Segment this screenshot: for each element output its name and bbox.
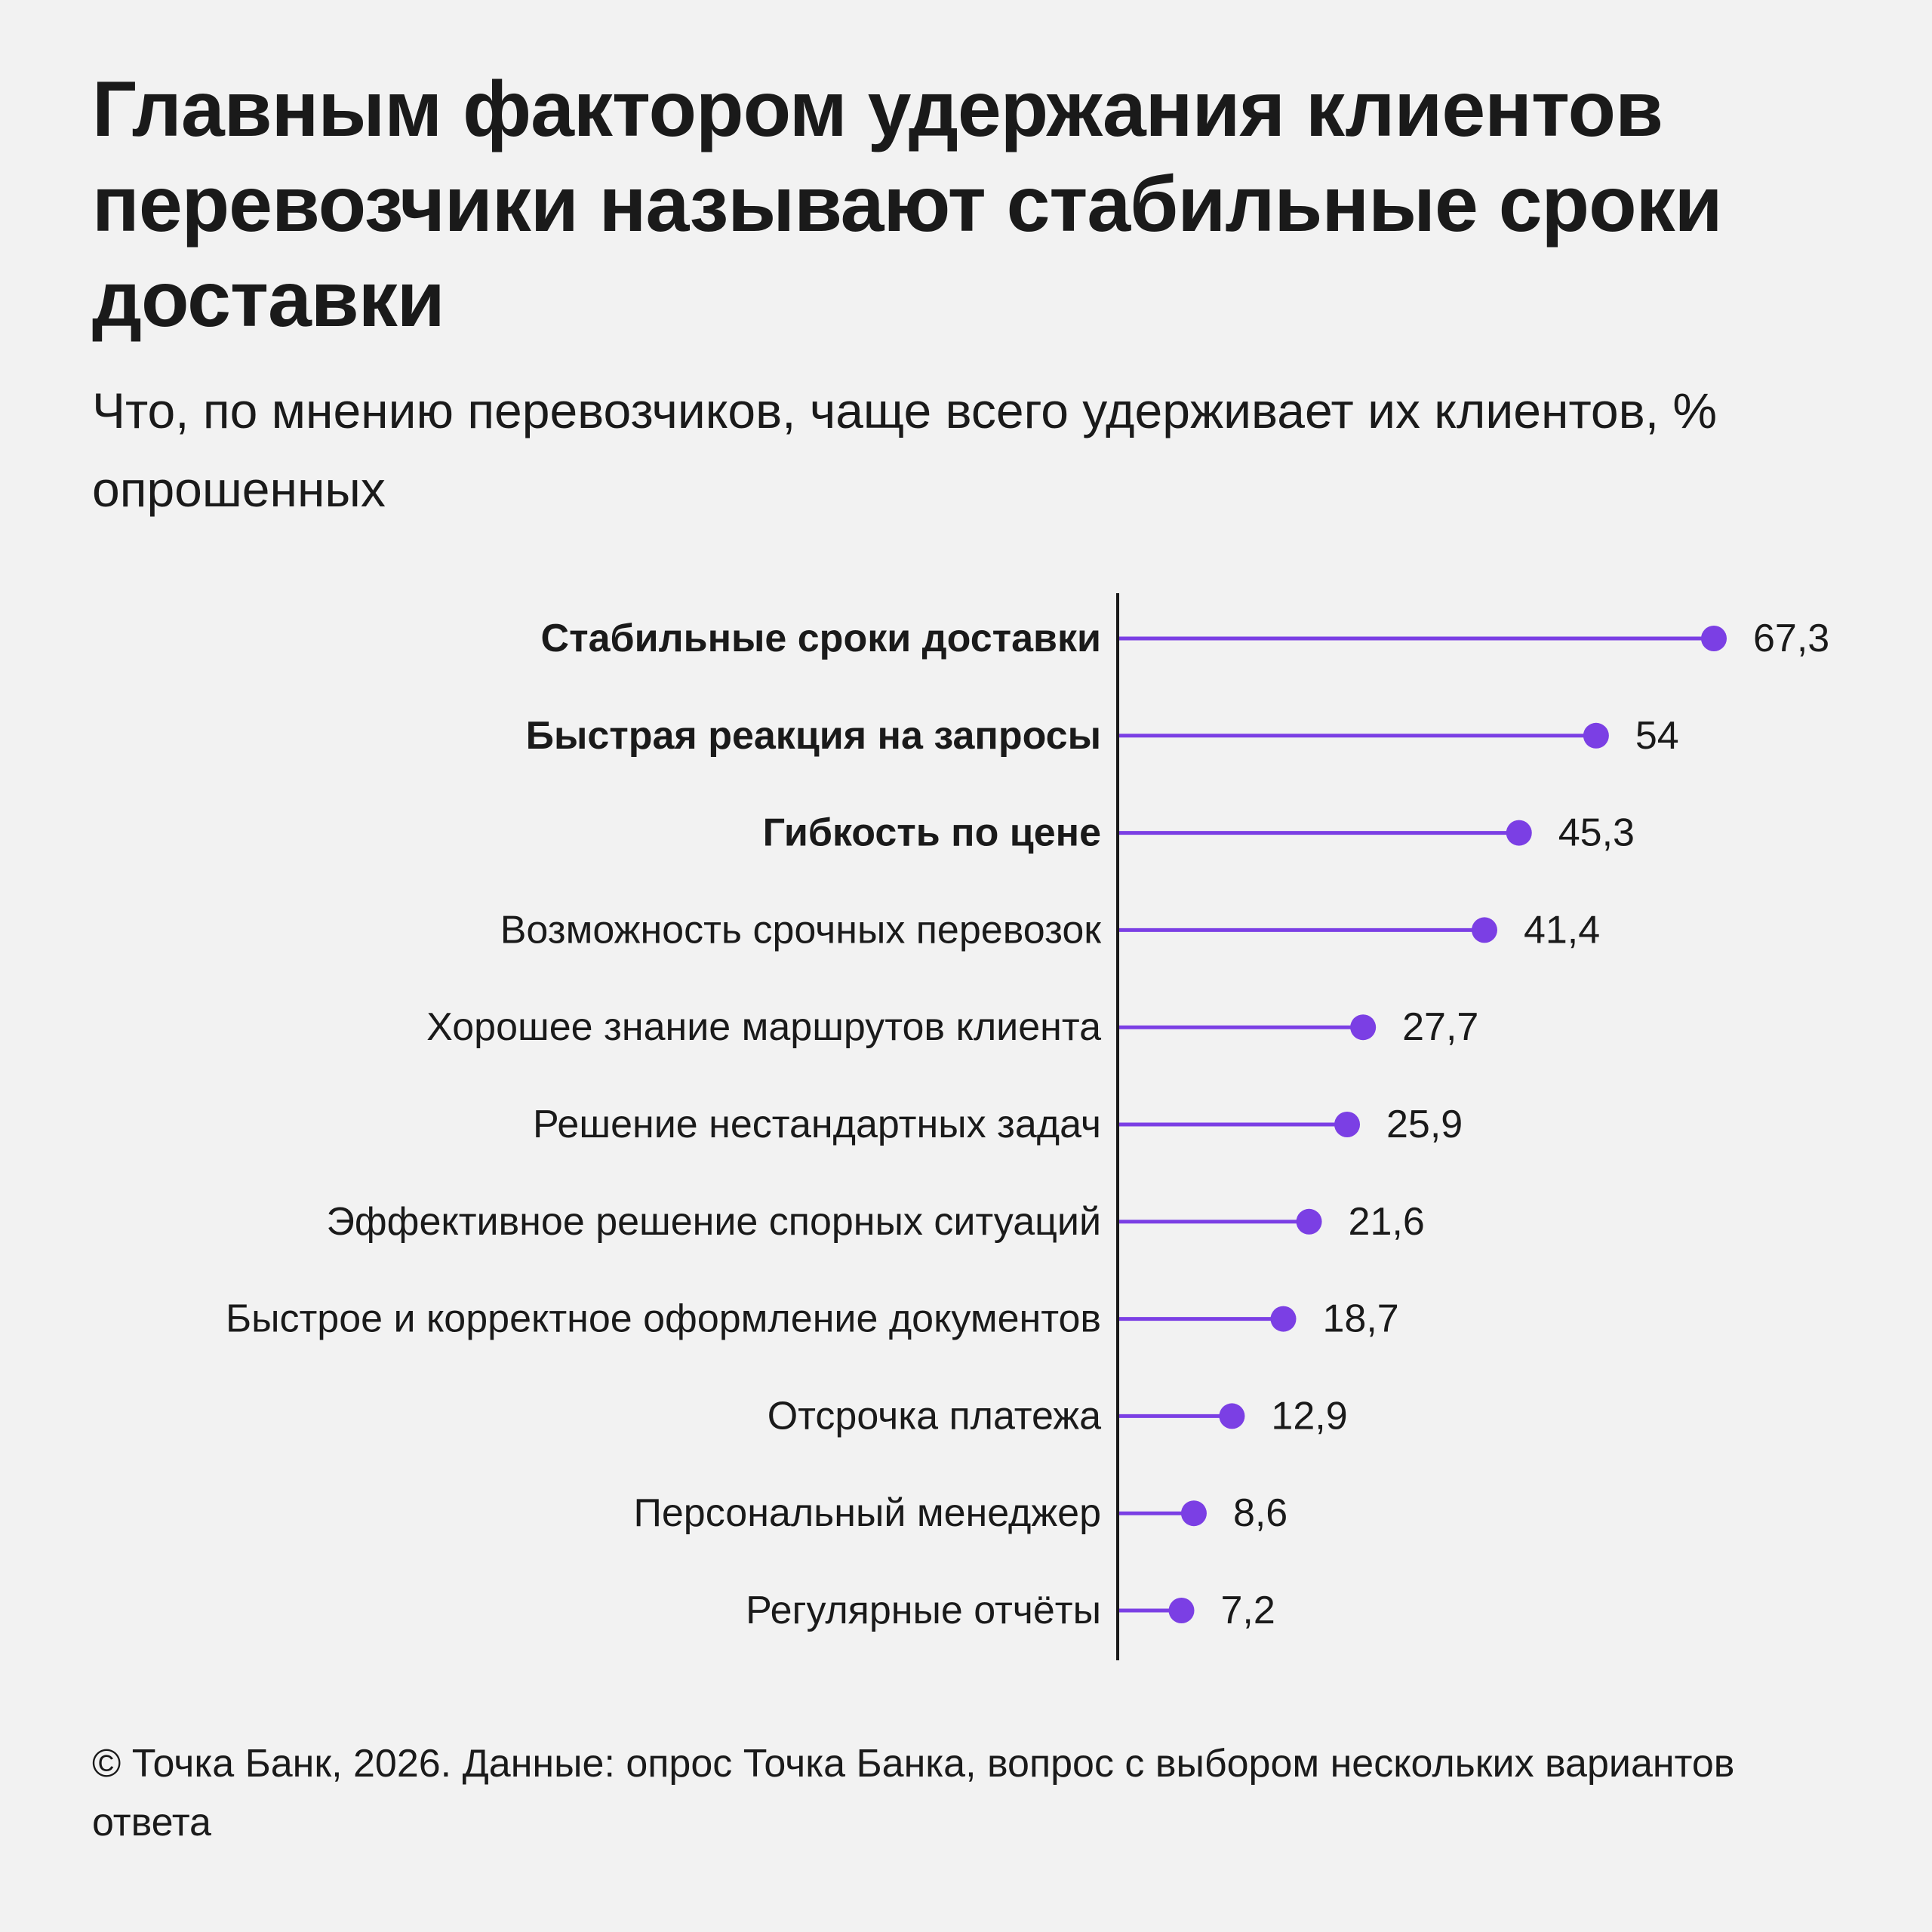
category-label: Стабильные сроки доставки [541, 617, 1101, 660]
category-label: Отсрочка платежа [768, 1394, 1101, 1438]
lollipop-point [1701, 626, 1727, 651]
lollipop-point [1219, 1403, 1245, 1429]
lollipop-point [1334, 1112, 1361, 1137]
category-label: Хорошее знание маршрутов клиента [426, 1005, 1101, 1049]
lollipop-point [1296, 1208, 1322, 1235]
value-label: 54 [1635, 714, 1679, 758]
value-label: 25,9 [1386, 1103, 1463, 1146]
chart-subtitle: Что, по мнению перевозчиков, чаще всего … [92, 383, 1718, 517]
lollipop-point [1506, 820, 1532, 846]
category-label: Возможность срочных перевозок [500, 908, 1102, 952]
category-label: Быстрое и корректное оформление документ… [226, 1297, 1101, 1341]
chart-title: Главным фактором удержания клиентов пере… [92, 66, 1723, 343]
value-label: 41,4 [1524, 908, 1600, 952]
lollipop-point [1168, 1598, 1195, 1623]
category-label: Персональный менеджер [633, 1491, 1101, 1535]
value-label: 7,2 [1221, 1589, 1275, 1632]
lollipop-point [1583, 722, 1609, 749]
category-label: Эффективное решение спорных ситуаций [327, 1200, 1102, 1244]
value-label: 67,3 [1753, 617, 1829, 660]
value-label: 27,7 [1402, 1005, 1478, 1049]
value-label: 21,6 [1349, 1200, 1425, 1244]
value-label: 45,3 [1558, 811, 1635, 855]
lollipop-point [1270, 1306, 1297, 1332]
lollipop-chart: Стабильные сроки доставки 67,3 Быстрая реа… [226, 593, 1829, 1660]
lollipop-point [1180, 1500, 1207, 1527]
value-label: 18,7 [1323, 1297, 1399, 1341]
source-note: © Точка Банк, 2026. Данные: опрос Точка … [92, 1742, 1735, 1844]
category-label: Быстрая реакция на запросы [526, 714, 1101, 758]
category-label: Регулярные отчёты [746, 1589, 1101, 1632]
value-label: 12,9 [1271, 1394, 1347, 1438]
category-label: Гибкость по цене [763, 811, 1101, 855]
lollipop-point [1350, 1014, 1377, 1041]
lollipop-point [1471, 917, 1497, 943]
value-label: 8,6 [1233, 1491, 1287, 1535]
category-label: Решение нестандартных задач [533, 1103, 1101, 1146]
